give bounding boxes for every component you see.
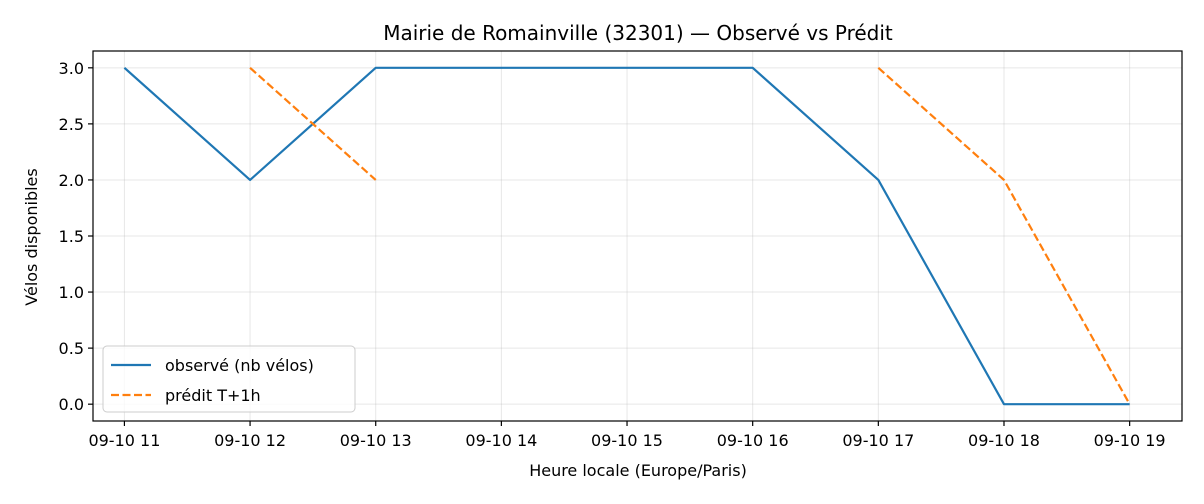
series-line-predicted: [877, 66, 1131, 405]
x-axis-title: Heure locale (Europe/Paris): [529, 461, 747, 480]
x-tick-label: 09-10 12: [214, 431, 286, 450]
x-tick-label: 09-10 16: [717, 431, 789, 450]
series-line-observed: [123, 66, 1130, 406]
y-tick-label: 0.0: [59, 395, 84, 414]
x-tick-label: 09-10 11: [88, 431, 160, 450]
y-tick-label: 2.0: [59, 171, 84, 190]
chart-title: Mairie de Romainville (32301) — Observé …: [383, 21, 893, 45]
x-tick-label: 09-10 15: [591, 431, 663, 450]
legend-label-observed: observé (nb vélos): [165, 356, 314, 375]
y-axis-title: Vélos disponibles: [22, 168, 41, 305]
y-axis: 0.0 0.5 1.0 1.5 2.0 2.5 3.0: [59, 59, 93, 414]
series-line-predicted: [249, 66, 377, 181]
x-tick-label: 09-10 14: [465, 431, 537, 450]
legend-frame: [102, 345, 356, 413]
y-tick-label: 0.5: [59, 339, 84, 358]
legend: observé (nb vélos) prédit T+1h: [102, 345, 356, 413]
y-tick-label: 1.0: [59, 283, 84, 302]
x-axis: 09-10 11 09-10 12 09-10 13 09-10 14 09-10 15…: [88, 421, 1166, 450]
y-tick-label: 1.5: [59, 227, 84, 246]
legend-label-predicted: prédit T+1h: [165, 386, 261, 405]
x-tick-label: 09-10 18: [968, 431, 1040, 450]
x-tick-label: 09-10 17: [842, 431, 914, 450]
x-tick-label: 09-10 19: [1094, 431, 1166, 450]
y-tick-label: 2.5: [59, 115, 84, 134]
x-tick-label: 09-10 13: [340, 431, 412, 450]
y-tick-label: 3.0: [59, 59, 84, 78]
series-layer: [123, 66, 1131, 406]
